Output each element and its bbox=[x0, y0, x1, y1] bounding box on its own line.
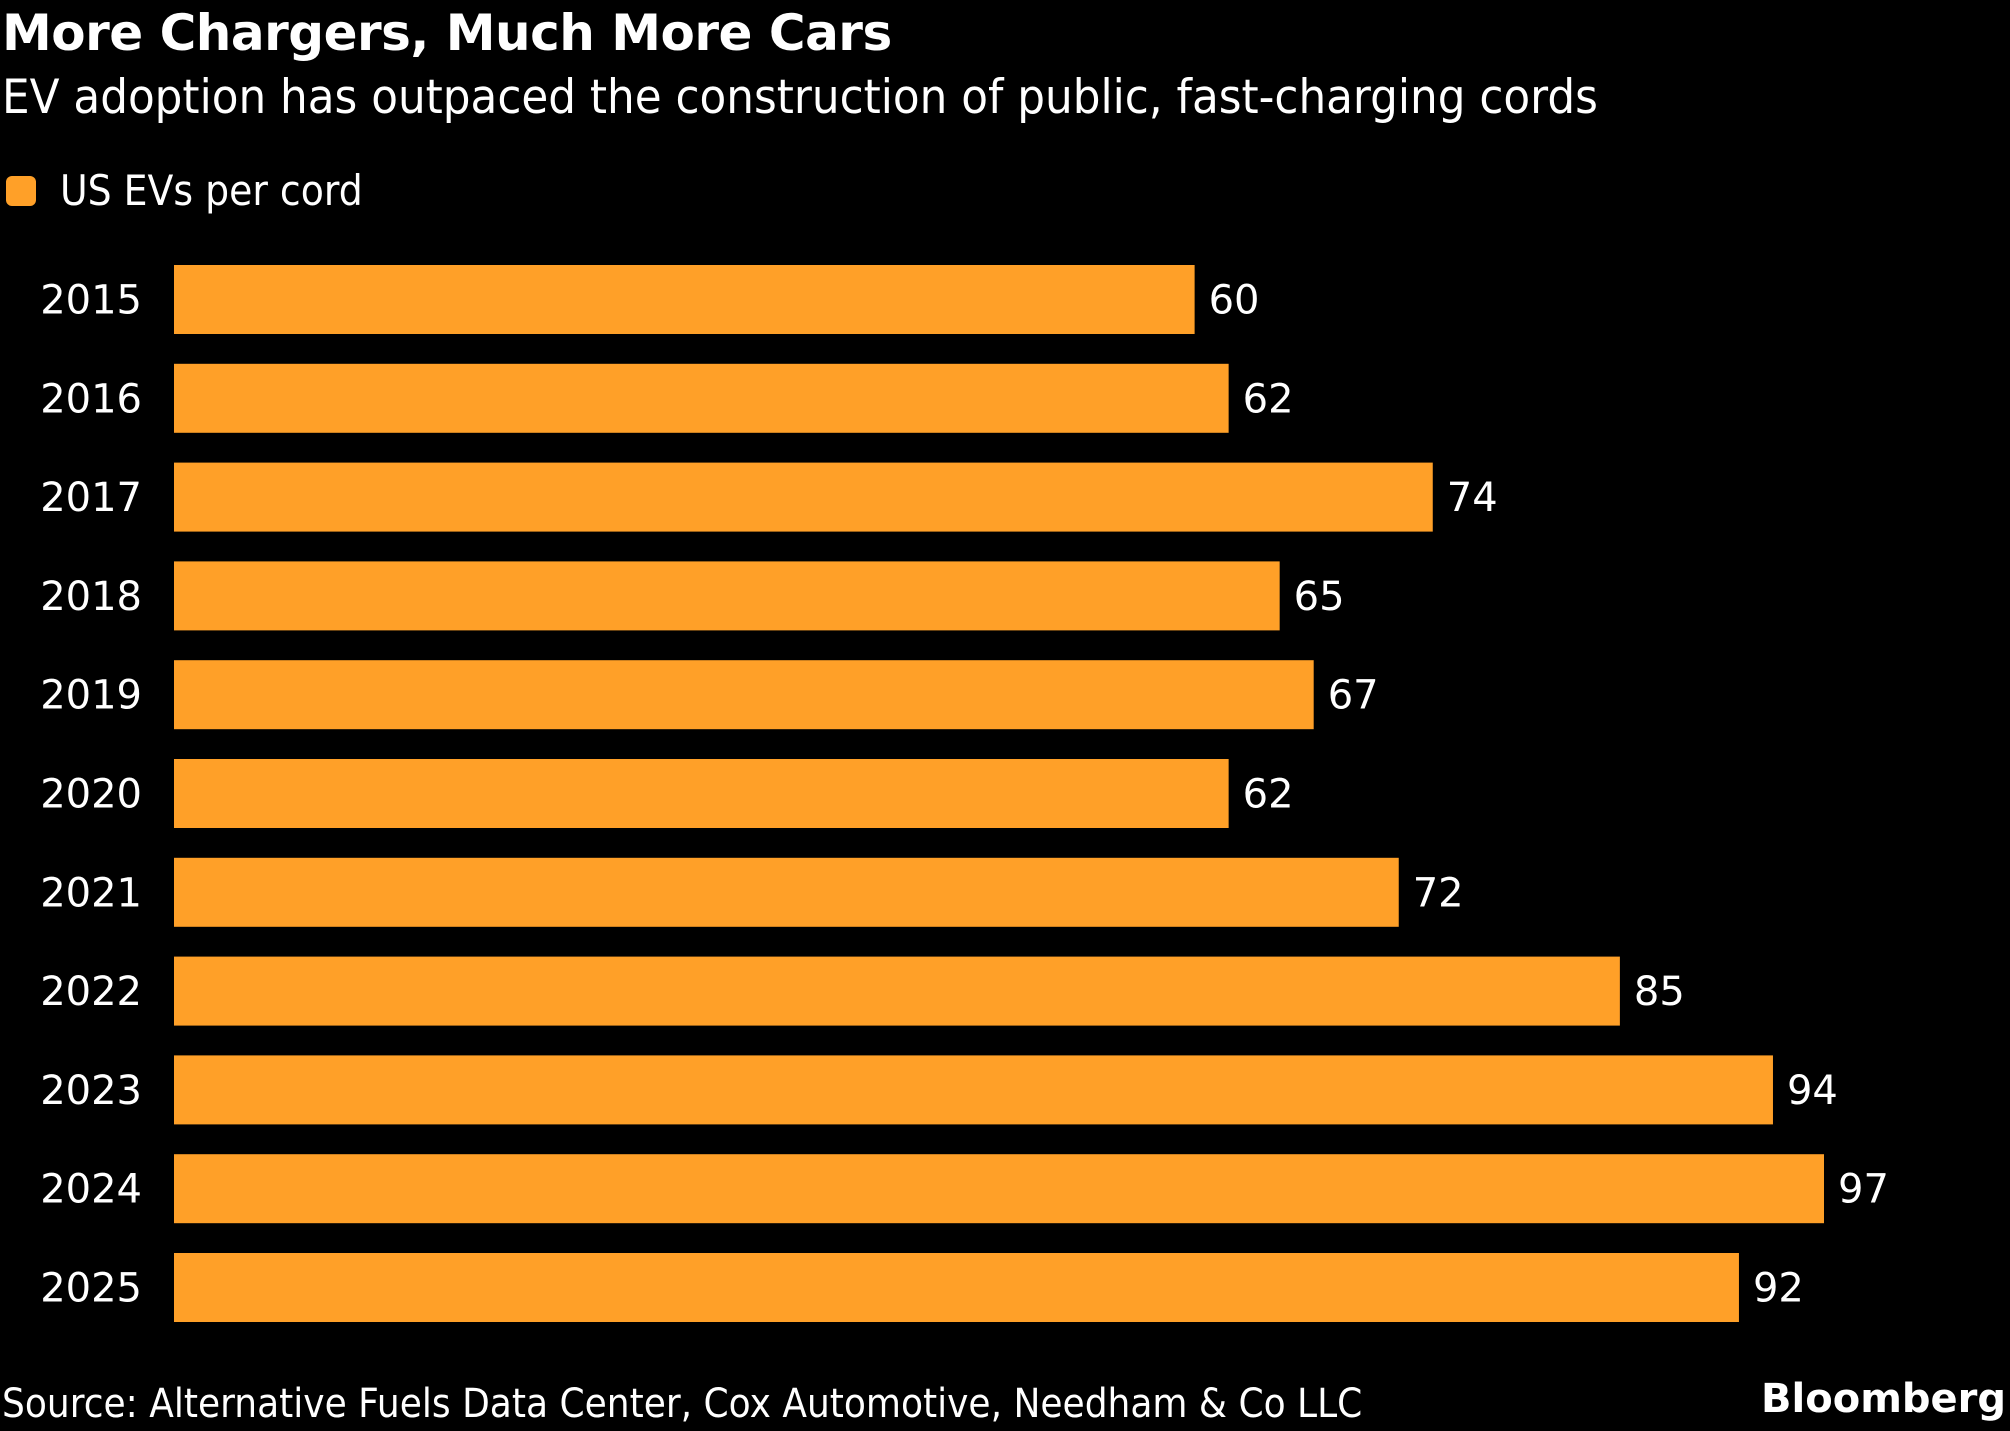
category-label: 2015 bbox=[40, 278, 142, 324]
source-note: Source: Alternative Fuels Data Center, C… bbox=[2, 1381, 1363, 1427]
legend: US EVs per cord bbox=[6, 166, 396, 215]
bar-2021 bbox=[174, 857, 1399, 927]
category-label: 2017 bbox=[40, 475, 142, 521]
bloomberg-logo: Bloomberg bbox=[1761, 1376, 2006, 1422]
bar-2022 bbox=[174, 956, 1620, 1026]
chart-title: More Chargers, Much More Cars bbox=[2, 4, 892, 62]
legend-label: US EVs per cord bbox=[60, 166, 363, 215]
category-label: 2021 bbox=[40, 870, 142, 916]
bar-2019 bbox=[174, 660, 1314, 730]
data-label: 62 bbox=[1243, 376, 1294, 422]
category-label: 2019 bbox=[40, 673, 142, 719]
bar-2025 bbox=[174, 1253, 1739, 1322]
category-label: 2024 bbox=[40, 1167, 142, 1213]
data-label: 92 bbox=[1753, 1266, 1804, 1312]
data-label: 67 bbox=[1328, 673, 1379, 719]
category-label: 2016 bbox=[40, 376, 142, 422]
data-label: 85 bbox=[1634, 969, 1685, 1015]
bar-2023 bbox=[174, 1055, 1773, 1125]
category-label: 2023 bbox=[40, 1068, 142, 1114]
legend-swatch bbox=[6, 175, 36, 206]
bar-2024 bbox=[174, 1154, 1824, 1224]
data-label: 62 bbox=[1243, 772, 1294, 818]
bar-2020 bbox=[174, 759, 1229, 828]
bar-2017 bbox=[174, 462, 1433, 532]
data-label: 60 bbox=[1209, 278, 1260, 324]
data-label: 74 bbox=[1447, 475, 1498, 521]
data-label: 72 bbox=[1413, 870, 1464, 916]
category-label: 2025 bbox=[40, 1266, 142, 1312]
data-label: 94 bbox=[1787, 1068, 1838, 1114]
data-label: 65 bbox=[1294, 574, 1345, 620]
bar-2015 bbox=[174, 265, 1195, 334]
bar-2018 bbox=[174, 561, 1280, 631]
category-label: 2020 bbox=[40, 772, 142, 818]
chart-subtitle: EV adoption has outpaced the constructio… bbox=[2, 70, 1598, 125]
category-label: 2018 bbox=[40, 574, 142, 620]
category-label: 2022 bbox=[40, 969, 142, 1015]
bar-2016 bbox=[174, 363, 1229, 433]
data-label: 97 bbox=[1838, 1167, 1889, 1213]
